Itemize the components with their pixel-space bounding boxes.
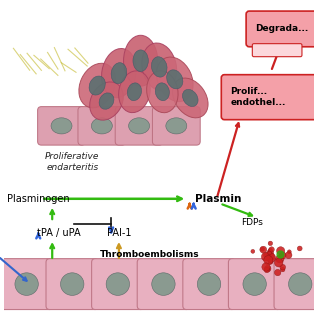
Ellipse shape (119, 71, 150, 113)
Ellipse shape (156, 57, 193, 102)
Circle shape (268, 241, 273, 245)
Ellipse shape (111, 63, 127, 84)
Ellipse shape (243, 273, 266, 295)
Ellipse shape (106, 273, 130, 295)
Text: Proliferative
endarteritis: Proliferative endarteritis (45, 152, 100, 172)
Circle shape (297, 246, 302, 251)
Circle shape (285, 252, 292, 259)
Circle shape (264, 256, 273, 265)
FancyBboxPatch shape (92, 259, 144, 309)
Circle shape (267, 250, 274, 257)
Ellipse shape (182, 89, 198, 107)
Circle shape (268, 251, 272, 255)
FancyBboxPatch shape (274, 259, 320, 309)
Circle shape (275, 259, 283, 267)
Ellipse shape (133, 50, 148, 72)
Circle shape (280, 267, 285, 272)
Text: Degrada...: Degrada... (255, 24, 309, 33)
Circle shape (287, 250, 291, 254)
Circle shape (264, 265, 271, 272)
FancyBboxPatch shape (0, 259, 53, 309)
FancyBboxPatch shape (38, 107, 85, 145)
Ellipse shape (166, 118, 187, 134)
Circle shape (264, 267, 269, 273)
Ellipse shape (127, 83, 141, 100)
Circle shape (268, 260, 273, 264)
Circle shape (269, 247, 274, 252)
Text: Plasmin: Plasmin (195, 194, 241, 204)
FancyBboxPatch shape (252, 44, 302, 57)
FancyBboxPatch shape (183, 259, 235, 309)
Ellipse shape (172, 78, 208, 118)
Ellipse shape (79, 63, 116, 108)
Ellipse shape (51, 118, 72, 134)
Text: FDPs: FDPs (241, 218, 263, 227)
Text: Thromboembolisms: Thromboembolisms (100, 250, 200, 259)
Ellipse shape (15, 273, 38, 295)
Ellipse shape (147, 71, 178, 113)
Ellipse shape (151, 57, 167, 77)
FancyBboxPatch shape (46, 259, 99, 309)
Ellipse shape (152, 273, 175, 295)
Circle shape (279, 252, 286, 259)
FancyBboxPatch shape (221, 75, 320, 120)
Ellipse shape (142, 43, 177, 91)
Ellipse shape (89, 76, 105, 95)
Circle shape (275, 269, 281, 276)
Circle shape (268, 248, 273, 252)
Circle shape (260, 247, 265, 251)
Ellipse shape (155, 83, 169, 101)
Circle shape (264, 253, 268, 258)
Text: PAI-1: PAI-1 (107, 228, 131, 238)
Text: tPA / uPA: tPA / uPA (36, 228, 80, 238)
Circle shape (266, 253, 276, 262)
Circle shape (276, 247, 285, 255)
Ellipse shape (167, 70, 183, 89)
Ellipse shape (99, 93, 114, 109)
FancyBboxPatch shape (78, 107, 126, 145)
Ellipse shape (101, 49, 136, 98)
FancyBboxPatch shape (137, 259, 190, 309)
Ellipse shape (129, 118, 149, 134)
Circle shape (251, 249, 255, 253)
Ellipse shape (289, 273, 312, 295)
Ellipse shape (92, 118, 112, 134)
Circle shape (260, 246, 267, 253)
Ellipse shape (90, 82, 123, 120)
Ellipse shape (124, 35, 158, 86)
Ellipse shape (197, 273, 221, 295)
Text: Plasminogen: Plasminogen (7, 194, 70, 204)
Circle shape (280, 254, 284, 259)
Circle shape (261, 252, 270, 261)
FancyBboxPatch shape (152, 107, 200, 145)
FancyBboxPatch shape (246, 11, 320, 47)
Circle shape (276, 255, 284, 263)
Circle shape (280, 264, 285, 270)
FancyBboxPatch shape (115, 107, 163, 145)
Text: Prolif...
endothel...: Prolif... endothel... (231, 87, 286, 107)
FancyBboxPatch shape (228, 259, 281, 309)
Circle shape (267, 253, 275, 260)
Ellipse shape (60, 273, 84, 295)
Circle shape (262, 263, 270, 271)
